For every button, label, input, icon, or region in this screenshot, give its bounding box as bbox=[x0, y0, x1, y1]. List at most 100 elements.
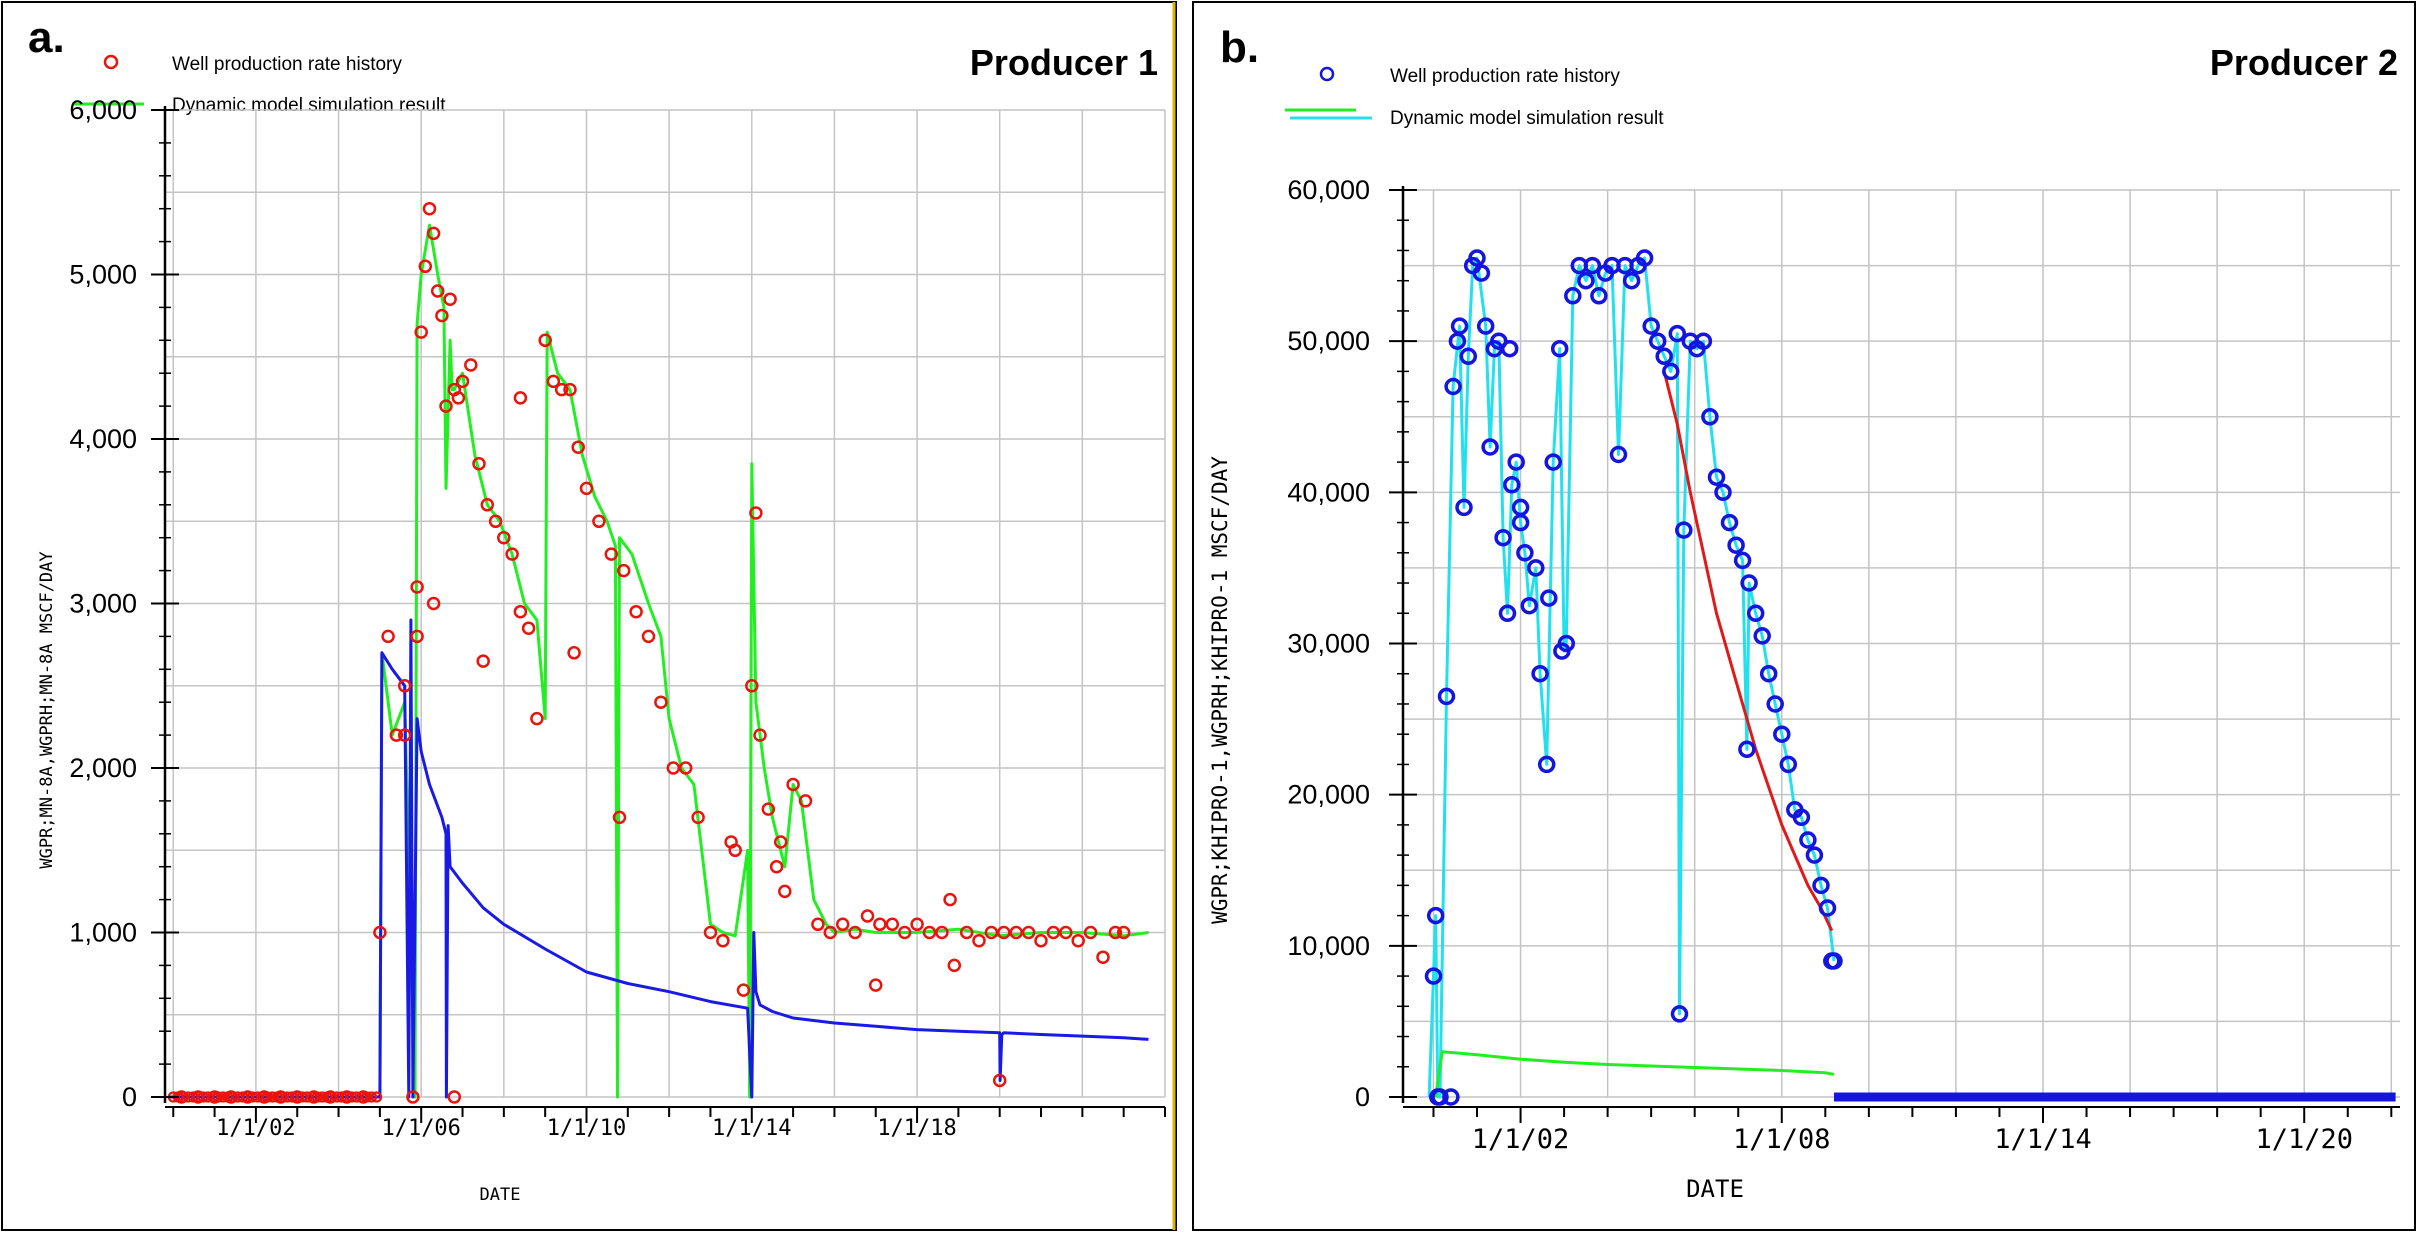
data-point-b bbox=[1507, 453, 1525, 471]
data-point-b bbox=[1727, 536, 1745, 554]
data-point-a bbox=[997, 925, 1011, 940]
data-point-a bbox=[745, 679, 759, 693]
data-point-a bbox=[984, 925, 999, 940]
data-point-b bbox=[1773, 725, 1791, 743]
y-tick-label-b: 0 bbox=[1355, 1082, 1370, 1112]
series-line-b-low-simulation bbox=[1434, 1050, 1835, 1098]
x-tick-label-b: 1/1/14 bbox=[1994, 1124, 2092, 1155]
data-point-a bbox=[505, 547, 519, 561]
data-point-b bbox=[1553, 642, 1571, 660]
data-point-a bbox=[480, 498, 495, 512]
grid-b bbox=[1403, 189, 2400, 1098]
data-point-a bbox=[546, 374, 561, 389]
data-point-b bbox=[1753, 627, 1771, 645]
data-point-b bbox=[1442, 1088, 1460, 1106]
data-point-b bbox=[1564, 287, 1582, 305]
data-point-b bbox=[1516, 544, 1534, 562]
plot-area-b bbox=[1424, 249, 2396, 1106]
data-point-b bbox=[1759, 664, 1778, 683]
data-point-b bbox=[1577, 271, 1595, 290]
data-point-b bbox=[1609, 445, 1628, 464]
data-point-b bbox=[1511, 498, 1530, 517]
data-point-a bbox=[959, 925, 974, 940]
legend-a-sim-label: Dynamic model simulation result bbox=[172, 95, 446, 116]
data-point-b bbox=[1694, 332, 1713, 350]
data-point-a bbox=[430, 284, 445, 298]
y-tick-label-a: 5,000 bbox=[69, 260, 137, 290]
chart-title-producer-2: Producer 2 bbox=[2210, 42, 2398, 83]
data-point-b bbox=[1537, 755, 1556, 774]
data-point-b bbox=[1670, 1005, 1689, 1023]
data-point-b bbox=[1494, 528, 1512, 547]
data-point-b bbox=[1733, 551, 1752, 570]
data-point-a bbox=[443, 292, 457, 306]
x-tick-label-a: 1/1/06 bbox=[381, 1116, 460, 1141]
panel-letter-a: a. bbox=[28, 13, 65, 62]
legend-b: Well production rate history Dynamic mod… bbox=[1285, 66, 1664, 129]
data-point-b bbox=[1740, 574, 1758, 592]
data-point-b bbox=[1779, 755, 1798, 774]
data-point-a bbox=[410, 580, 424, 594]
chart-title-producer-1: Producer 1 bbox=[970, 42, 1158, 83]
data-point-a bbox=[641, 629, 656, 644]
data-point-a-zero bbox=[371, 1091, 383, 1103]
series-line-a-dynamic-model-simulation-result bbox=[169, 223, 1149, 1099]
data-point-b bbox=[1707, 468, 1726, 486]
y-axis-label-a: WGPR;MN-8A,WGPRH;MN-8A MSCF/DAY bbox=[37, 551, 57, 868]
y-tick-label-a: 6,000 bbox=[69, 95, 137, 125]
y-tick-label-a: 2,000 bbox=[69, 753, 137, 783]
data-point-b bbox=[1701, 408, 1719, 426]
data-point-b bbox=[1500, 339, 1519, 358]
x-tick-label-a: 1/1/10 bbox=[547, 1116, 626, 1141]
data-point-a bbox=[554, 382, 569, 397]
data-point-a bbox=[703, 925, 718, 940]
data-point-a bbox=[972, 933, 986, 948]
data-point-a bbox=[1096, 950, 1110, 964]
y-tick-label-b: 10,000 bbox=[1287, 931, 1370, 961]
data-point-b bbox=[1459, 347, 1478, 366]
data-point-b bbox=[1531, 664, 1549, 683]
x-axis-label-a: DATE bbox=[480, 1185, 521, 1205]
data-point-a bbox=[947, 958, 962, 973]
data-point-a bbox=[761, 802, 776, 816]
y-tick-label-a: 4,000 bbox=[69, 424, 137, 454]
panel-b-frame bbox=[1192, 1, 2416, 1231]
data-point-b bbox=[1720, 513, 1739, 532]
data-point-b bbox=[1590, 287, 1608, 305]
data-point-b bbox=[1426, 906, 1445, 925]
data-point-a bbox=[897, 925, 912, 940]
data-point-a bbox=[1071, 933, 1085, 948]
data-point-a bbox=[426, 226, 441, 241]
data-point-a bbox=[579, 481, 594, 496]
data-point-b bbox=[1498, 604, 1517, 623]
data-point-b bbox=[1738, 740, 1756, 759]
data-point-b bbox=[1476, 317, 1495, 335]
data-point-b bbox=[1444, 377, 1462, 396]
data-point-a bbox=[778, 884, 792, 899]
panel-a-frame bbox=[1, 1, 1177, 1231]
series-line-b-dynamic-model-simulation-result bbox=[1427, 256, 1836, 1099]
data-point-a bbox=[410, 629, 424, 644]
data-point-a bbox=[567, 646, 581, 660]
data-point-a bbox=[1059, 925, 1073, 940]
data-point-a bbox=[629, 604, 643, 619]
data-point-a bbox=[530, 711, 544, 726]
data-point-a bbox=[414, 325, 428, 339]
data-point-a bbox=[1021, 925, 1036, 940]
y-tick-label-a: 1,000 bbox=[69, 918, 137, 948]
data-point-a bbox=[538, 333, 552, 348]
data-point-b bbox=[1799, 831, 1817, 849]
data-point-a bbox=[935, 925, 949, 940]
data-point-a bbox=[1009, 925, 1023, 940]
data-point-a bbox=[373, 925, 387, 940]
y-tick-label-b: 30,000 bbox=[1287, 629, 1370, 659]
data-point-a bbox=[773, 835, 788, 849]
data-point-a bbox=[418, 259, 433, 274]
data-point-a bbox=[1116, 925, 1131, 940]
data-point-a bbox=[616, 563, 631, 578]
data-point-a bbox=[1046, 925, 1061, 940]
data-point-b bbox=[1635, 249, 1654, 267]
data-point-a bbox=[922, 925, 937, 940]
data-point-a bbox=[592, 514, 606, 529]
data-point-a bbox=[786, 777, 800, 792]
